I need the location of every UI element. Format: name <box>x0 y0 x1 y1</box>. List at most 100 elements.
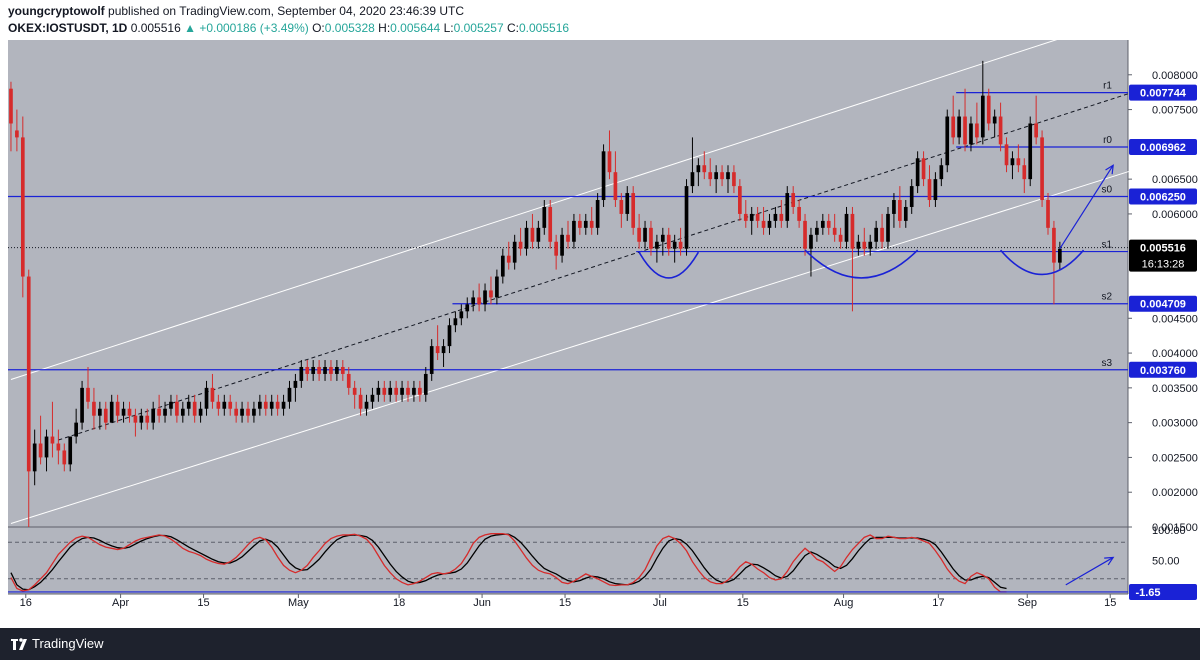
candle-body[interactable] <box>263 401 268 409</box>
candle-body[interactable] <box>969 123 973 145</box>
author-name[interactable]: youngcryptowolf <box>8 4 105 18</box>
channel-upper-line[interactable] <box>10 40 1060 380</box>
candle-body[interactable] <box>98 408 102 416</box>
candle-body[interactable] <box>696 165 701 173</box>
candle-body[interactable] <box>678 241 683 249</box>
candle-body[interactable] <box>909 186 914 207</box>
candle-body[interactable] <box>1052 227 1056 263</box>
candle-body[interactable] <box>779 213 784 221</box>
candle-body[interactable] <box>915 158 920 187</box>
candle-body[interactable] <box>44 436 49 458</box>
candle-body[interactable] <box>560 234 564 256</box>
candle-body[interactable] <box>927 179 932 201</box>
candle-body[interactable] <box>595 200 600 228</box>
candle-body[interactable] <box>815 227 819 235</box>
candle-body[interactable] <box>643 227 647 242</box>
candle-body[interactable] <box>323 366 327 374</box>
candle-body[interactable] <box>352 387 357 395</box>
stochastic-k-line[interactable] <box>10 533 1007 593</box>
candle-body[interactable] <box>1028 123 1033 180</box>
projection-arrow[interactable] <box>1059 164 1114 250</box>
candle-body[interactable] <box>139 415 144 423</box>
candle-body[interactable] <box>809 234 813 249</box>
candle-body[interactable] <box>856 241 861 249</box>
candle-body[interactable] <box>957 116 961 138</box>
candle-body[interactable] <box>607 151 612 173</box>
candle-body[interactable] <box>500 255 505 277</box>
candle-body[interactable] <box>761 220 766 228</box>
candle-body[interactable] <box>903 206 908 221</box>
candle-body[interactable] <box>115 401 120 416</box>
candle-body[interactable] <box>246 408 250 416</box>
candle-body[interactable] <box>305 366 310 374</box>
candle-body[interactable] <box>459 311 464 319</box>
candle-body[interactable] <box>714 172 718 180</box>
tradingview-logo-icon[interactable] <box>10 636 28 652</box>
candle-body[interactable] <box>483 290 487 305</box>
candle-body[interactable] <box>992 116 997 124</box>
candle-body[interactable] <box>767 220 772 228</box>
channel-mid-line[interactable] <box>58 92 1132 441</box>
price-chart[interactable]: 0.008000 0.007500 0.006500 0.006000 0.004500… <box>0 40 1200 628</box>
candle-body[interactable] <box>192 401 197 416</box>
candle-body[interactable] <box>269 401 274 409</box>
candle-body[interactable] <box>832 227 837 235</box>
candle-body[interactable] <box>340 366 345 374</box>
candle-body[interactable] <box>388 387 393 395</box>
candle-body[interactable] <box>578 220 582 228</box>
candle-body[interactable] <box>536 227 541 242</box>
candle-body[interactable] <box>228 401 233 409</box>
candle-body[interactable] <box>317 366 321 374</box>
candle-body[interactable] <box>382 387 387 395</box>
candle-body[interactable] <box>986 95 991 124</box>
candle-body[interactable] <box>406 387 410 395</box>
candle-body[interactable] <box>216 401 221 409</box>
candle-body[interactable] <box>50 436 55 444</box>
candle-body[interactable] <box>495 276 499 298</box>
candle-body[interactable] <box>975 123 979 138</box>
candle-body[interactable] <box>364 401 369 409</box>
candle-body[interactable] <box>1004 144 1009 166</box>
candle-body[interactable] <box>376 387 381 395</box>
candle-body[interactable] <box>435 346 440 354</box>
candle-body[interactable] <box>400 387 404 395</box>
candle-body[interactable] <box>252 408 256 416</box>
candle-body[interactable] <box>1034 123 1038 138</box>
candle-body[interactable] <box>358 394 363 409</box>
candle-body[interactable] <box>258 401 262 409</box>
candle-body[interactable] <box>726 172 730 180</box>
candle-body[interactable] <box>133 415 138 423</box>
candle-body[interactable] <box>80 387 84 423</box>
candle-body[interactable] <box>826 220 831 228</box>
candle-body[interactable] <box>933 179 938 201</box>
candle-body[interactable] <box>204 387 209 409</box>
candle-body[interactable] <box>720 172 724 180</box>
candle-body[interactable] <box>755 213 760 221</box>
candle-body[interactable] <box>892 200 896 214</box>
candle-body[interactable] <box>732 172 736 187</box>
candle-body[interactable] <box>311 366 316 374</box>
candle-body[interactable] <box>127 408 132 416</box>
candle-body[interactable] <box>9 88 13 124</box>
candle-body[interactable] <box>898 200 902 221</box>
candle-body[interactable] <box>447 325 452 347</box>
candle-body[interactable] <box>335 366 339 374</box>
candle-body[interactable] <box>838 234 843 242</box>
candle-body[interactable] <box>998 116 1003 145</box>
footer-brand[interactable]: TradingView <box>32 636 104 651</box>
candle-body[interactable] <box>613 172 618 201</box>
candle-body[interactable] <box>980 95 985 138</box>
candle-body[interactable] <box>548 206 553 242</box>
candle-body[interactable] <box>738 186 742 214</box>
candle-body[interactable] <box>518 241 523 249</box>
candle-body[interactable] <box>749 213 754 221</box>
candle-body[interactable] <box>429 346 434 374</box>
candle-body[interactable] <box>329 366 333 374</box>
candle-body[interactable] <box>803 220 807 249</box>
candle-body[interactable] <box>773 213 778 221</box>
candle-body[interactable] <box>684 186 689 249</box>
candle-body[interactable] <box>524 227 529 249</box>
candle-body[interactable] <box>506 255 511 263</box>
candle-body[interactable] <box>631 193 636 228</box>
candle-body[interactable] <box>862 241 867 249</box>
